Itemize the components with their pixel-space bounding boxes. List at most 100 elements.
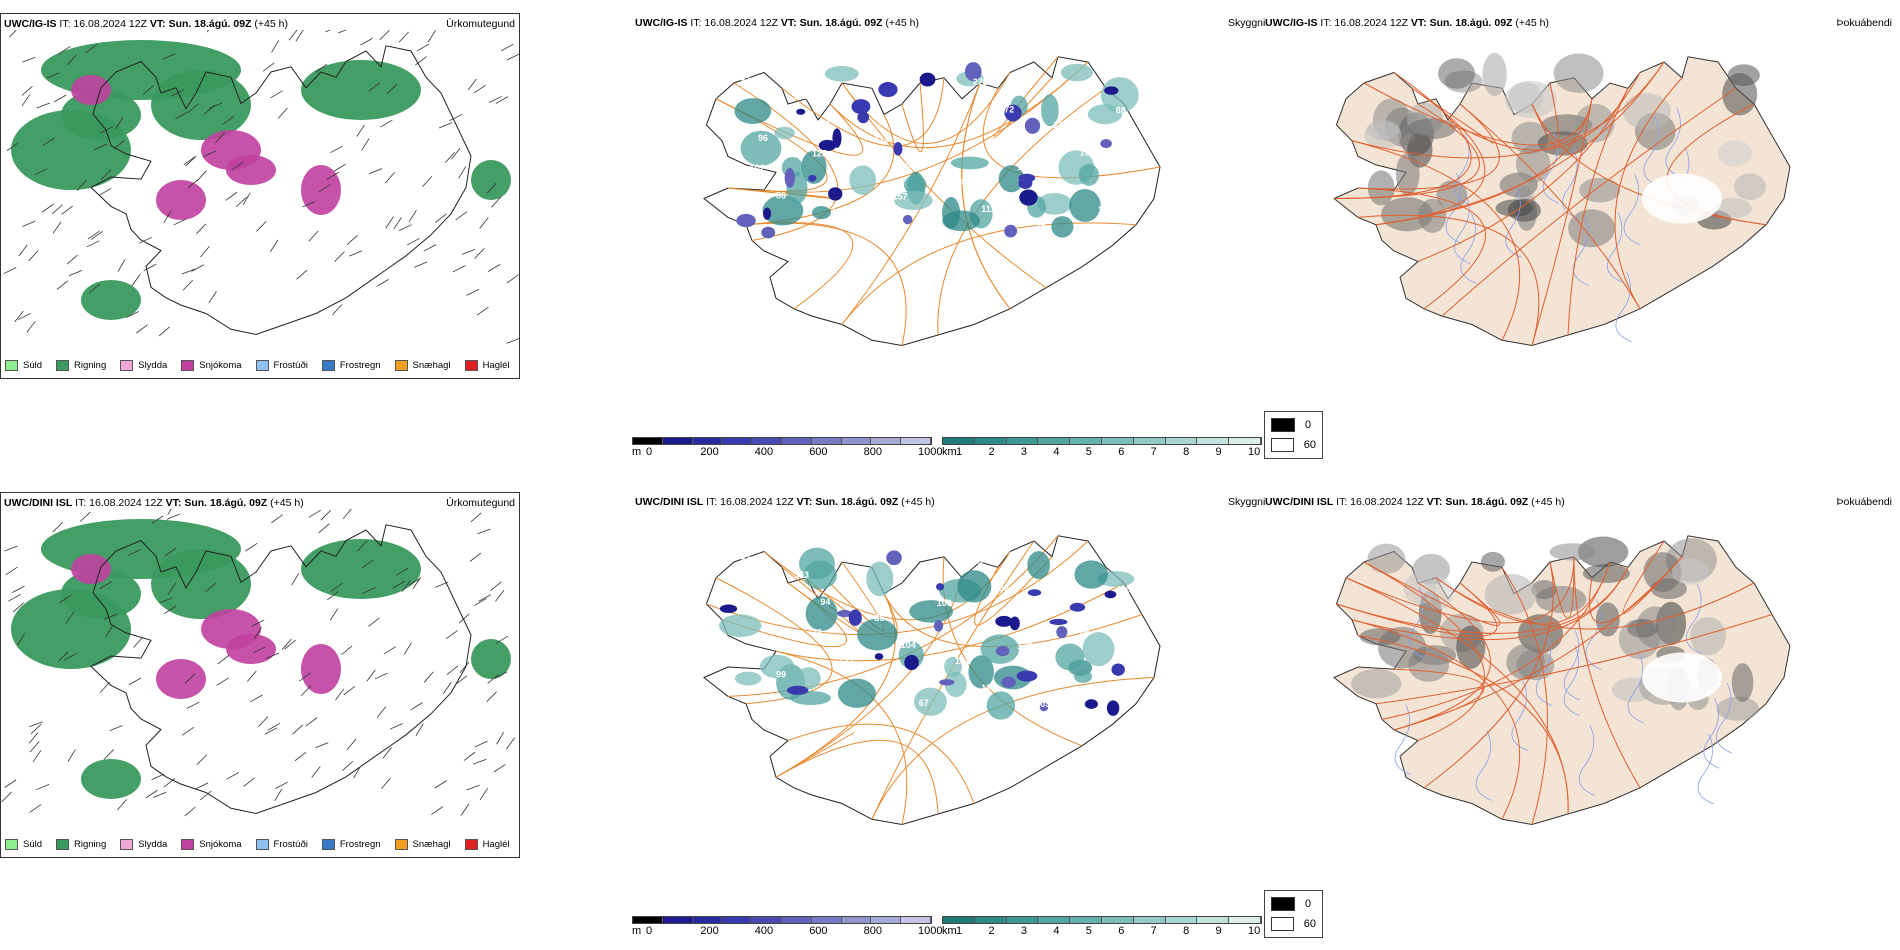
visibility-area	[1073, 670, 1093, 683]
wind-barb	[235, 196, 247, 207]
visibility-area	[734, 98, 772, 124]
wind-barb	[117, 799, 127, 811]
legend-label: Súld	[23, 839, 43, 850]
fog-legend-swatch	[1271, 418, 1295, 432]
river	[1511, 680, 1528, 751]
legend-swatch	[5, 839, 18, 850]
wind-barb	[173, 218, 187, 226]
road	[1501, 566, 1548, 825]
ceiling-colorbar-bottom: m 0 200 400 600 800 1000	[632, 916, 942, 938]
road	[775, 739, 939, 815]
legend-swatch	[464, 360, 478, 371]
fog-cell	[1482, 52, 1507, 97]
road	[787, 723, 975, 804]
wind-barb	[495, 635, 509, 644]
colorbar-tick-label: 7	[1150, 925, 1157, 937]
wind-barb	[22, 56, 36, 63]
ceiling-value-label: 85	[874, 613, 884, 623]
legend-item: Súld	[5, 839, 42, 850]
wind-barb	[200, 790, 212, 801]
road	[1531, 103, 1767, 226]
rain-area	[81, 280, 141, 320]
wind-barb	[166, 513, 180, 520]
ceiling-value-label: 126	[1098, 684, 1113, 694]
wind-barb	[42, 137, 55, 146]
snow-area	[71, 554, 111, 584]
wind-barb	[346, 738, 357, 751]
legend-swatch	[5, 360, 18, 371]
wind-barb	[86, 240, 100, 248]
wind-barb	[163, 210, 172, 224]
wind-barb	[100, 126, 113, 134]
ceiling-area	[995, 615, 1013, 627]
ceiling-value-label: 111	[981, 204, 995, 214]
fog-legend-row: 60	[1271, 438, 1316, 452]
colorbar-tick-label: 400	[754, 925, 774, 937]
wind-barb	[205, 582, 217, 593]
road	[1351, 619, 1521, 820]
roads	[1336, 540, 1773, 825]
road	[1357, 103, 1500, 190]
river	[1665, 107, 1682, 178]
colorbar-tick-label: 10	[1248, 446, 1261, 458]
wind-barb	[451, 147, 461, 160]
legend-item: Slydda	[120, 360, 167, 371]
wind-barb	[175, 111, 188, 120]
ceiling-value-label: 109	[937, 598, 952, 608]
wind-barb	[29, 804, 42, 813]
fog-shading	[1364, 52, 1766, 248]
wind-barb	[98, 188, 112, 196]
river	[1572, 215, 1590, 286]
ceiling-area	[1049, 618, 1068, 626]
wind-barb	[1, 791, 12, 803]
ceiling-value-label: 149	[1062, 90, 1077, 100]
ceiling-area	[886, 550, 902, 566]
ceiling-value-label: 117	[981, 683, 996, 693]
visibility-area	[1055, 643, 1085, 671]
wind-barb	[385, 216, 394, 229]
wind-barb	[308, 230, 319, 242]
wind-barb	[332, 304, 343, 316]
precip-panel-bottom: UWC/DINI ISL IT: 16.08.2024 12Z VT: Sun.…	[0, 492, 520, 858]
wind-barb	[46, 72, 60, 79]
wind-barb	[459, 661, 470, 673]
visibility-area	[903, 175, 927, 195]
ceiling-value-label: 10	[919, 219, 929, 229]
colorbar-segment	[901, 438, 931, 444]
colorbar-segment	[662, 917, 693, 923]
snow-area	[71, 75, 111, 105]
ceiling-value-label: 79	[1062, 569, 1072, 579]
legend-swatch	[321, 360, 335, 371]
ceiling-value-label: 273	[973, 77, 988, 87]
colorbar-segment	[1165, 917, 1198, 923]
wind-barb	[491, 196, 502, 208]
wind-barb	[250, 694, 263, 703]
wind-barb	[294, 751, 307, 762]
colorbar-tick-label: 600	[809, 925, 828, 937]
wind-barb	[184, 673, 196, 684]
wind-barb	[88, 283, 101, 294]
wind-barb	[455, 211, 468, 221]
road	[1411, 87, 1494, 144]
wind-barb	[222, 116, 235, 125]
wind-barb	[467, 78, 477, 91]
legend-item: Rigning	[56, 839, 106, 850]
wind-barb	[225, 191, 238, 201]
wind-barb	[408, 577, 421, 586]
wind-barb	[63, 653, 77, 661]
colorbar-segment	[1101, 917, 1134, 923]
colorbar-segment	[1165, 438, 1198, 444]
road	[1459, 103, 1641, 310]
wind-barb	[474, 248, 485, 259]
fog-legend-row: 0	[1271, 418, 1316, 432]
road	[1393, 582, 1491, 731]
road	[1357, 187, 1486, 310]
wind-barb	[195, 782, 209, 790]
wind-barb	[300, 685, 312, 697]
wind-barb	[494, 671, 508, 679]
wind-barb	[376, 279, 389, 287]
fog-cell	[1553, 53, 1604, 94]
wind-barb	[99, 581, 112, 590]
wind-barb	[398, 31, 409, 43]
road	[1567, 88, 1629, 336]
